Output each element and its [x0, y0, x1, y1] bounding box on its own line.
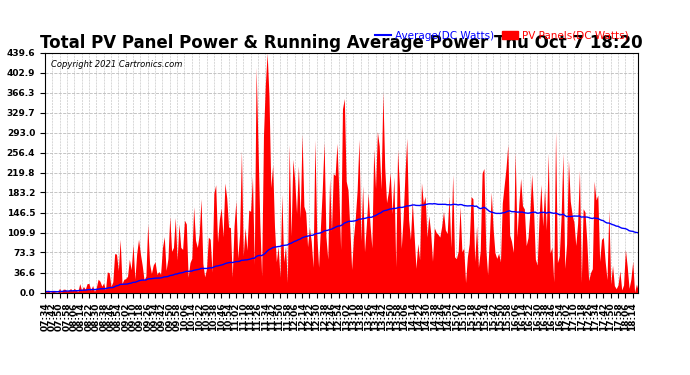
- Legend: Average(DC Watts), PV Panels(DC Watts): Average(DC Watts), PV Panels(DC Watts): [371, 27, 633, 45]
- Title: Total PV Panel Power & Running Average Power Thu Oct 7 18:20: Total PV Panel Power & Running Average P…: [40, 34, 643, 53]
- Text: Copyright 2021 Cartronics.com: Copyright 2021 Cartronics.com: [51, 60, 182, 69]
